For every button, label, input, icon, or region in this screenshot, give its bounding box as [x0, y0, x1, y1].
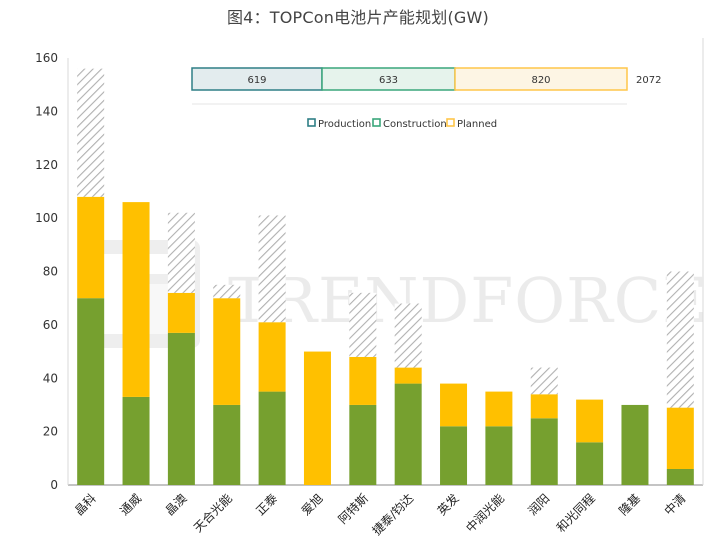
bar-production-6	[349, 404, 377, 485]
y-tick-label: 60	[43, 318, 58, 332]
bar-construction-4	[258, 322, 286, 392]
x-tick-label: 和光同程	[553, 491, 598, 536]
x-tick-label: 正泰	[253, 491, 280, 518]
y-tick-label: 40	[43, 371, 58, 385]
x-tick-label: 英发	[434, 491, 462, 519]
legend-swatch	[446, 118, 455, 127]
bar-planned-0	[77, 68, 105, 197]
total-value-construction: 633	[379, 75, 398, 86]
x-tick-label: 阿特斯	[335, 491, 371, 527]
x-tick-label: 通威	[117, 491, 144, 518]
bar-construction-1	[122, 202, 150, 397]
bar-construction-11	[576, 399, 604, 443]
bar-planned-10	[530, 367, 558, 395]
legend-label: Planned	[457, 119, 497, 130]
total-value-production: 619	[247, 75, 266, 86]
total-value-planned: 820	[531, 75, 550, 86]
y-tick-label: 80	[43, 265, 58, 279]
bar-construction-0	[77, 196, 105, 299]
y-tick-label: 0	[50, 478, 58, 492]
y-tick-label: 20	[43, 425, 58, 439]
bar-production-7	[394, 383, 422, 485]
bar-construction-9	[485, 391, 513, 427]
bar-production-10	[530, 418, 558, 485]
bar-production-12	[621, 404, 649, 485]
legend-label: Construction	[383, 119, 447, 130]
x-tick-label: 隆基	[615, 491, 643, 519]
bar-production-4	[258, 391, 286, 485]
legend-label: Production	[318, 119, 371, 130]
x-tick-label: 天合光能	[190, 491, 235, 536]
bar-planned-7	[394, 303, 422, 368]
bar-production-8	[440, 426, 468, 485]
bar-planned-6	[349, 292, 377, 357]
bar-production-9	[485, 426, 513, 485]
x-tick-label: 晶科	[72, 491, 99, 518]
y-tick-label: 140	[35, 104, 58, 118]
bar-construction-10	[530, 394, 558, 419]
bar-construction-8	[440, 383, 468, 427]
bar-production-0	[77, 298, 105, 485]
y-tick-label: 160	[35, 51, 58, 65]
chart-title: 图4：TOPCon电池片产能规划(GW)	[226, 8, 489, 27]
bar-production-11	[576, 442, 604, 485]
bar-production-1	[122, 396, 150, 485]
x-tick-label: 捷泰/钧达	[370, 491, 417, 538]
bar-construction-13	[666, 407, 694, 469]
grand-total: 2072	[636, 75, 661, 86]
legend-swatch	[307, 118, 316, 127]
bar-production-13	[666, 468, 694, 485]
bar-planned-4	[258, 215, 286, 323]
bar-production-2	[167, 332, 195, 485]
bar-construction-7	[394, 367, 422, 384]
legend-item-planned: Planned	[446, 118, 497, 130]
total-segment-planned	[454, 67, 628, 91]
y-tick-label: 100	[35, 211, 58, 225]
x-tick-label: 中清	[661, 491, 689, 519]
legend-item-production: Production	[307, 118, 371, 130]
watermark-text: TRENDFORCE	[228, 264, 708, 337]
legend-item-construction: Construction	[372, 118, 447, 130]
bar-production-3	[213, 404, 241, 485]
bar-construction-2	[167, 292, 195, 333]
legend-swatch	[372, 118, 381, 127]
bar-construction-6	[349, 356, 377, 405]
x-tick-label: 晶澳	[163, 491, 190, 518]
trendforce-watermark: TRENDFORCE	[88, 240, 708, 348]
x-tick-label: 中润光能	[462, 491, 507, 536]
bar-planned-13	[666, 271, 694, 408]
bar-construction-3	[213, 298, 241, 405]
bar-planned-2	[167, 212, 195, 293]
y-tick-label: 120	[35, 158, 58, 172]
x-tick-label: 爱旭	[299, 491, 326, 518]
bar-planned-3	[213, 284, 241, 299]
bar-construction-5	[303, 351, 331, 485]
x-tick-label: 润阳	[525, 491, 552, 518]
